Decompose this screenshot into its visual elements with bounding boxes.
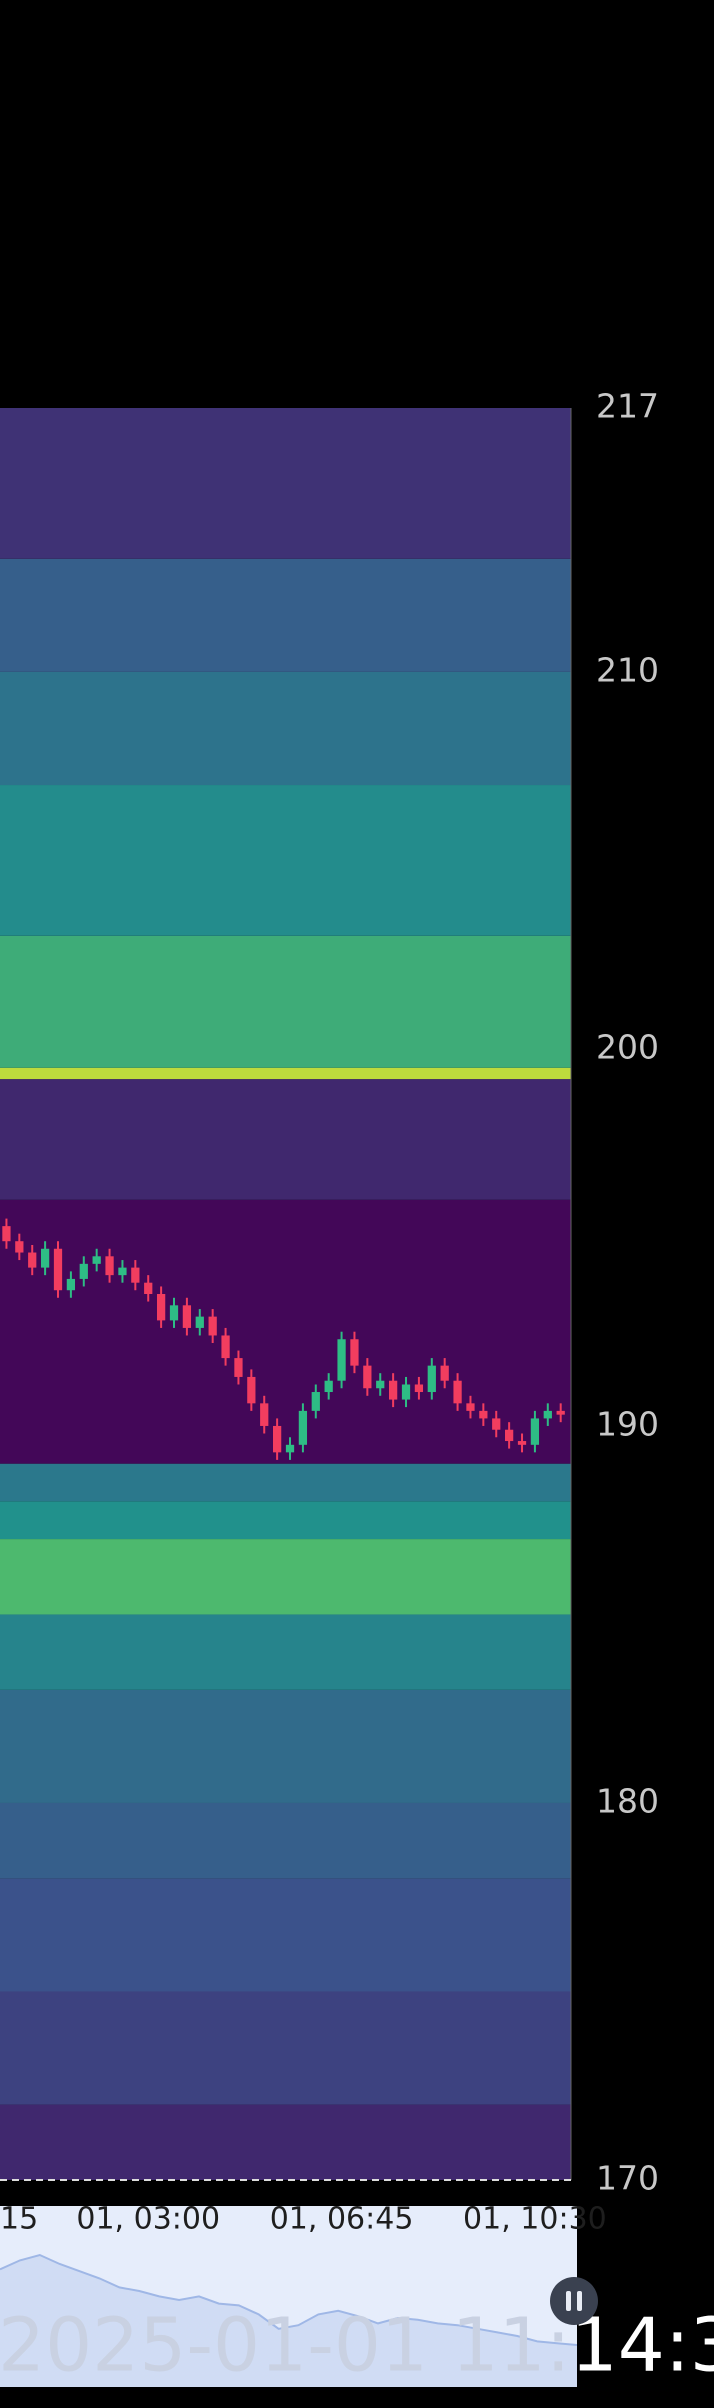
candle-body (272, 1425, 282, 1453)
candle-body (324, 1380, 333, 1393)
pause-button[interactable] (550, 2277, 598, 2325)
heatmap-cell (0, 785, 571, 936)
candle-body (15, 1241, 24, 1253)
candle-body (427, 1365, 436, 1393)
candle-body (556, 1410, 565, 1415)
candle-body (221, 1335, 230, 1359)
candle-body (376, 1380, 385, 1389)
y-tick-label: 190 (596, 1404, 659, 1443)
navigator-line (0, 2253, 577, 2346)
candle-body (234, 1358, 243, 1377)
heatmap-cell (0, 558, 571, 672)
candle-body (156, 1294, 166, 1321)
candle-body (53, 1248, 63, 1291)
x-tick-label: 01, 03:00 (76, 2202, 220, 2237)
candle-body (260, 1403, 269, 1426)
navigator-area (0, 2255, 577, 2387)
candle-body (350, 1339, 359, 1366)
candle-body (401, 1384, 411, 1400)
candle-body (543, 1410, 552, 1419)
candle-body (505, 1429, 514, 1442)
candle-body (479, 1410, 488, 1419)
heatmap-cell (0, 1199, 571, 1464)
candle-body (105, 1256, 114, 1276)
heatmap (0, 408, 571, 2180)
candle-body (92, 1256, 101, 1264)
y-tick-label: 200 (596, 1027, 659, 1066)
x-tick-label: 01, 06:45 (270, 2202, 414, 2237)
candle-body (298, 1410, 308, 1445)
heatmap-cell (0, 1689, 571, 1803)
heatmap-cell (0, 408, 571, 559)
candle-body (182, 1305, 192, 1328)
navigator-background (0, 2206, 577, 2387)
candle-body (389, 1380, 398, 1400)
candle-body (79, 1263, 88, 1279)
candle-body (40, 1248, 50, 1268)
x-axis: 15 01, 03:00 01, 06:45 01, 10:30 (0, 2202, 607, 2237)
candle-body (247, 1376, 256, 1404)
candle-body (453, 1380, 462, 1404)
heatmap-cell (0, 1878, 571, 1992)
y-tick-label: 210 (596, 650, 659, 689)
y-tick-label: 170 (596, 2159, 659, 2198)
candle-body (440, 1365, 449, 1381)
navigator (0, 2253, 577, 2387)
candle-body (131, 1267, 140, 1283)
heatmap-cell (0, 1802, 571, 1879)
heatmap-cell (0, 1614, 571, 1690)
heatmap-cell (0, 2104, 571, 2180)
heatmap-cell (0, 1539, 571, 1615)
candle-body (311, 1392, 320, 1411)
watermark: 2025-01-01 11:14:37 (0, 2303, 714, 2389)
heatmap-cell (0, 671, 571, 786)
candle-body (517, 1441, 527, 1445)
heatmap-cell (0, 1463, 571, 1502)
heatmap-cell (0, 1501, 571, 1540)
heatmap-cell (0, 1991, 571, 2105)
candle-body (337, 1339, 346, 1381)
candle-body (118, 1267, 127, 1276)
candle-body (530, 1418, 540, 1445)
heatmap-cell (0, 1079, 571, 1200)
candle-body (363, 1365, 372, 1389)
candle-body (2, 1226, 11, 1242)
candle-body (414, 1384, 424, 1393)
candle-body (285, 1444, 295, 1453)
candle-body (195, 1316, 204, 1328)
candle-body (208, 1316, 217, 1336)
y-axis: 170 180 190 200 210 217 (596, 387, 659, 2198)
candle-body (144, 1282, 153, 1294)
y-tick-label: 180 (596, 1781, 659, 1820)
candle-body (466, 1403, 475, 1411)
heatmap-cell (0, 1067, 571, 1080)
x-tick-label: 01, 10:30 (463, 2202, 607, 2237)
y-tick-label: 217 (596, 387, 659, 426)
candles (2, 1218, 565, 1460)
heatmap-cell (0, 935, 571, 1068)
candle-body (28, 1252, 37, 1268)
candle-body (169, 1305, 179, 1321)
candle-body (66, 1278, 76, 1291)
candle-body (492, 1418, 501, 1430)
x-tick-label: 15 (0, 2202, 38, 2237)
